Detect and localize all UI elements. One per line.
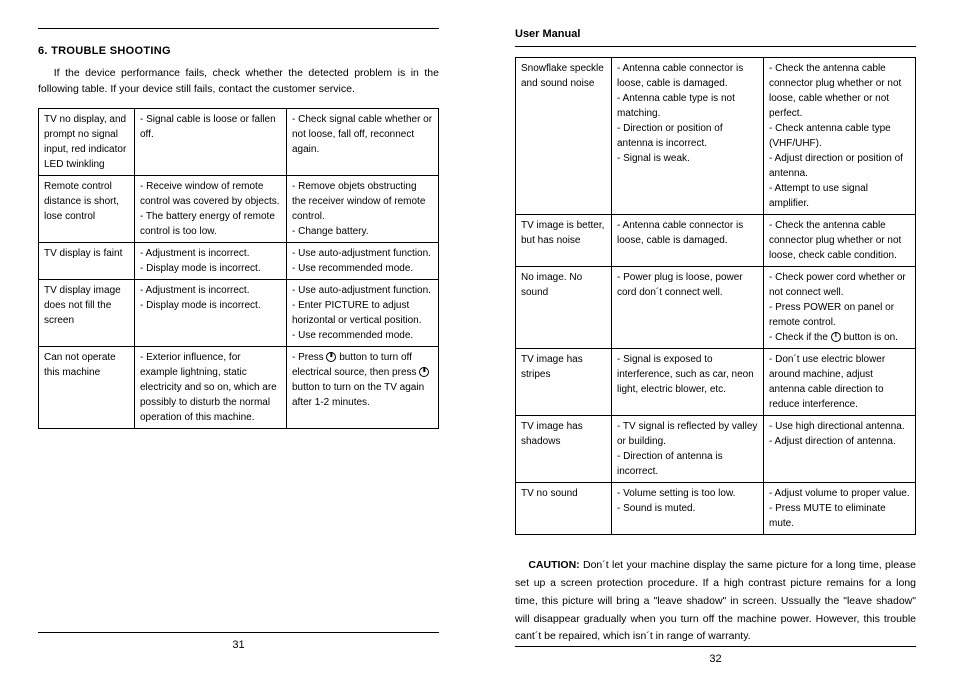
rule-bottom-right <box>515 646 916 647</box>
symptom-cell: Can not operate this machine <box>39 346 135 428</box>
remedy-cell: - Press button to turn off electrical so… <box>287 346 439 428</box>
cause-cell: - TV signal is reflected by valley or bu… <box>612 416 764 483</box>
rule-top-right <box>515 46 916 47</box>
rule-top-left <box>38 28 439 29</box>
cause-cell: - Antenna cable connector is loose, cabl… <box>612 58 764 215</box>
cause-cell: - Adjustment is incorrect.- Display mode… <box>135 242 287 279</box>
table-row: Can not operate this machine- Exterior i… <box>39 346 439 428</box>
table-row: TV no sound- Volume setting is too low.-… <box>516 483 916 535</box>
remedy-cell: - Adjust volume to proper value.- Press … <box>764 483 916 535</box>
cause-cell: - Power plug is loose, power cord don´t … <box>612 267 764 349</box>
intro-text: If the device performance fails, check w… <box>38 65 439 98</box>
page-spread: 6. TROUBLE SHOOTING If the device perfor… <box>0 0 954 675</box>
symptom-cell: No image. No sound <box>516 267 612 349</box>
symptom-cell: TV no sound <box>516 483 612 535</box>
symptom-cell: TV image has shadows <box>516 416 612 483</box>
power-icon <box>419 367 429 377</box>
header-user-manual: User Manual <box>515 28 916 40</box>
rule-bottom-left <box>38 632 439 633</box>
power-icon <box>326 352 336 362</box>
table-row: TV display image does not fill the scree… <box>39 279 439 346</box>
remedy-cell: - Remove objets obstructing the receiver… <box>287 175 439 242</box>
cause-cell: - Signal is exposed to interference, suc… <box>612 349 764 416</box>
caution-label: CAUTION: <box>528 559 579 571</box>
cause-cell: - Signal cable is loose or fallen off. <box>135 108 287 175</box>
cause-cell: - Receive window of remote control was c… <box>135 175 287 242</box>
table-row: TV display is faint- Adjustment is incor… <box>39 242 439 279</box>
symptom-cell: TV image has stripes <box>516 349 612 416</box>
cause-cell: - Adjustment is incorrect.- Display mode… <box>135 279 287 346</box>
symptom-cell: TV no display, and prompt no signal inpu… <box>39 108 135 175</box>
table-row: TV image has shadows- TV signal is refle… <box>516 416 916 483</box>
remedy-cell: - Check signal cable whether or not loos… <box>287 108 439 175</box>
caution-paragraph: CAUTION: Don´t let your machine display … <box>515 557 916 646</box>
symptom-cell: Snowflake speckle and sound noise <box>516 58 612 215</box>
symptom-cell: Remote control distance is short, lose c… <box>39 175 135 242</box>
cause-cell: - Exterior influence, for example lightn… <box>135 346 287 428</box>
remedy-cell: - Check the antenna cable connector plug… <box>764 215 916 267</box>
table-row: No image. No sound- Power plug is loose,… <box>516 267 916 349</box>
page-left: 6. TROUBLE SHOOTING If the device perfor… <box>0 0 477 675</box>
table-row: TV no display, and prompt no signal inpu… <box>39 108 439 175</box>
table-row: Snowflake speckle and sound noise- Anten… <box>516 58 916 215</box>
cause-cell: - Volume setting is too low.- Sound is m… <box>612 483 764 535</box>
section-title: 6. TROUBLE SHOOTING <box>38 45 439 57</box>
troubleshoot-table-left: TV no display, and prompt no signal inpu… <box>38 108 439 429</box>
table-row: TV image has stripes- Signal is exposed … <box>516 349 916 416</box>
page-number-right: 32 <box>515 653 916 665</box>
table-row: TV image is better, but has noise- Anten… <box>516 215 916 267</box>
caution-text: Don´t let your machine display the same … <box>515 559 916 642</box>
page-number-left: 31 <box>38 639 439 651</box>
remedy-cell: - Don´t use electric blower around machi… <box>764 349 916 416</box>
remedy-cell: - Use auto-adjustment function.- Use rec… <box>287 242 439 279</box>
troubleshoot-table-right: Snowflake speckle and sound noise- Anten… <box>515 57 916 535</box>
power-icon <box>831 332 841 342</box>
page-right: User Manual Snowflake speckle and sound … <box>477 0 954 675</box>
table-row: Remote control distance is short, lose c… <box>39 175 439 242</box>
cause-cell: - Antenna cable connector is loose, cabl… <box>612 215 764 267</box>
symptom-cell: TV display is faint <box>39 242 135 279</box>
remedy-cell: - Use high directional antenna.- Adjust … <box>764 416 916 483</box>
symptom-cell: TV display image does not fill the scree… <box>39 279 135 346</box>
remedy-cell: - Check power cord whether or not connec… <box>764 267 916 349</box>
symptom-cell: TV image is better, but has noise <box>516 215 612 267</box>
remedy-cell: - Use auto-adjustment function.- Enter P… <box>287 279 439 346</box>
remedy-cell: - Check the antenna cable connector plug… <box>764 58 916 215</box>
